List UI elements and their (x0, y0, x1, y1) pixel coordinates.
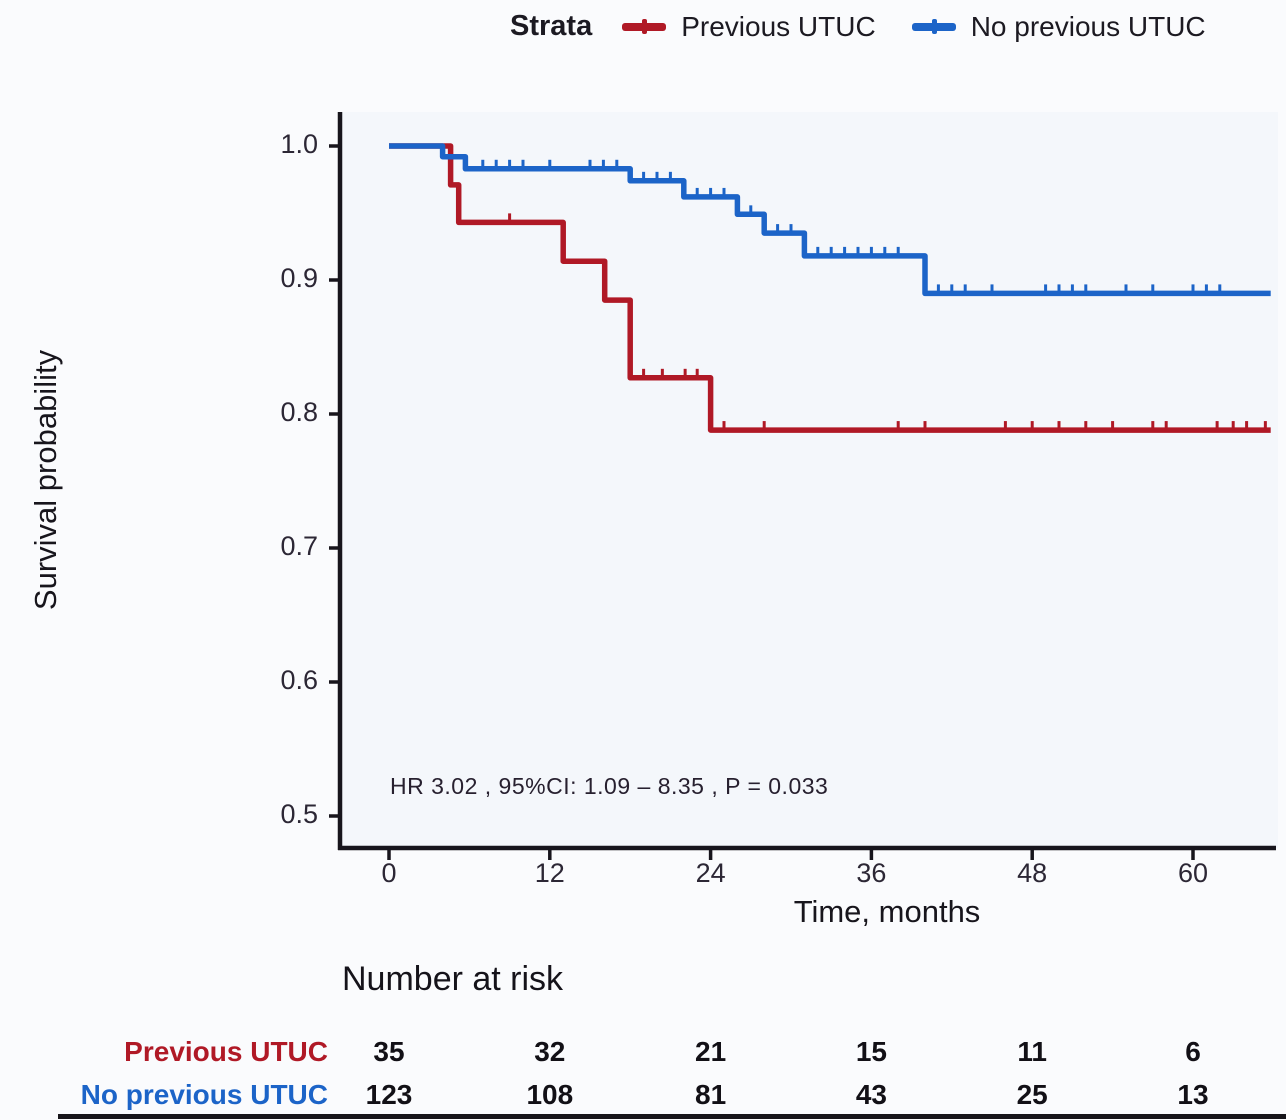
x-tick-label: 60 (1177, 858, 1209, 888)
survival-plot (329, 112, 1278, 860)
legend-item-previous-utuc: Previous UTUC (622, 10, 876, 43)
risk-count: 6 (1185, 1036, 1201, 1067)
risk-count: 81 (695, 1079, 727, 1110)
legend: Strata Previous UTUC No previous UTUC (510, 10, 1206, 43)
x-tick-label: 0 (381, 858, 397, 888)
censor-tick-icon (931, 18, 937, 34)
y-tick-label: 0.9 (280, 263, 318, 293)
risk-count: 15 (855, 1036, 887, 1067)
risk-count: 11 (1017, 1036, 1047, 1067)
risk-count: 21 (695, 1036, 727, 1067)
risk-count: 32 (534, 1036, 566, 1067)
legend-label: No previous UTUC (970, 10, 1206, 42)
legend-label: Previous UTUC (681, 10, 876, 42)
risk-count: 43 (855, 1079, 887, 1110)
plot-background (342, 112, 1278, 848)
hr-annotation: HR 3.02 , 95%CI: 1.09 – 8.35 , P = 0.033 (390, 773, 829, 799)
legend-line-marker-blue-icon (911, 18, 956, 34)
y-tick-label: 1.0 (280, 129, 318, 159)
legend-title: Strata (510, 10, 593, 42)
y-tick-label: 0.7 (280, 531, 318, 561)
risk-count: 13 (1177, 1079, 1209, 1110)
risk-count: 123 (365, 1079, 413, 1110)
x-tick-label: 48 (1017, 858, 1048, 888)
x-tick-label: 12 (534, 858, 565, 888)
risk-table-title: Number at risk (342, 960, 564, 998)
censor-tick-icon (642, 18, 648, 34)
y-axis-title: Survival probability (28, 349, 63, 611)
y-tick-label: 0.8 (280, 397, 318, 427)
y-tick-label: 0.5 (280, 799, 318, 829)
x-tick-label: 36 (856, 858, 887, 888)
risk-row-label-no-previous-utuc: No previous UTUC (80, 1079, 328, 1110)
legend-line-marker-red-icon (622, 18, 667, 34)
y-tick-label: 0.6 (280, 665, 318, 695)
risk-count: 108 (526, 1079, 574, 1110)
risk-count: 25 (1016, 1079, 1048, 1110)
risk-count: 35 (373, 1036, 405, 1067)
bottom-border-strip (58, 1114, 1286, 1119)
x-tick-label: 24 (695, 858, 726, 888)
risk-row-label-previous-utuc: Previous UTUC (124, 1036, 328, 1067)
legend-item-no-previous-utuc: No previous UTUC (911, 10, 1206, 43)
x-axis-title: Time, months (793, 894, 981, 929)
